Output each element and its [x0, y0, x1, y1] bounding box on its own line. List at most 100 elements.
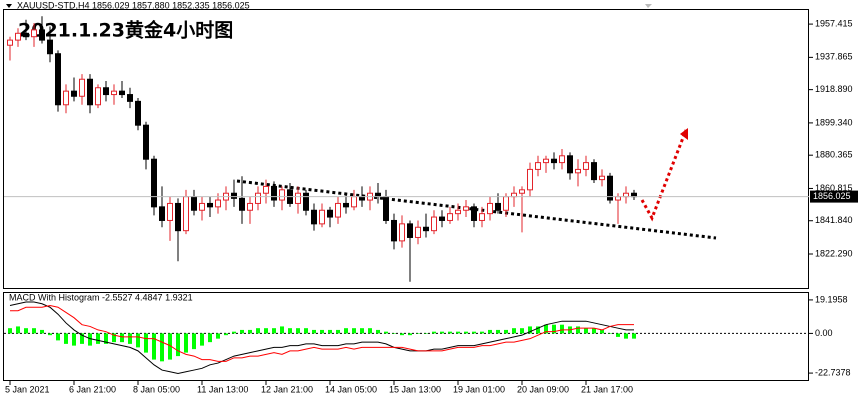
y-tick-label: -22.7378 — [815, 367, 851, 377]
candle-body — [351, 196, 357, 208]
candle-body — [591, 162, 597, 181]
candle-body — [167, 202, 173, 221]
histogram-bar — [512, 328, 516, 334]
histogram-bar — [408, 333, 412, 336]
shift-marker — [645, 4, 652, 8]
candle-body — [599, 175, 605, 181]
candle-body — [159, 206, 165, 221]
macd-header: MACD With Histogram -2.5527 4.4847 1.932… — [9, 292, 193, 302]
histogram-bar — [448, 331, 452, 334]
candle-body — [423, 226, 429, 232]
candle-body — [311, 209, 317, 225]
histogram-bar — [280, 326, 284, 334]
price-panel — [3, 9, 809, 289]
histogram-bar — [288, 328, 292, 334]
histogram-bar — [304, 328, 308, 334]
histogram-bar — [368, 328, 372, 334]
histogram-bar — [24, 328, 28, 334]
x-tick-label: 19 Jan 01:00 — [453, 384, 505, 394]
histogram-bar — [616, 333, 620, 337]
candle-body — [575, 168, 581, 174]
y-tick-label: 1860.815 — [815, 183, 853, 193]
histogram-bar — [112, 333, 116, 343]
candle-body — [71, 90, 77, 97]
candle-body — [87, 78, 93, 106]
candle-body — [503, 196, 509, 211]
histogram-bar — [352, 328, 356, 334]
candle-body — [255, 192, 261, 204]
histogram-bar — [64, 333, 68, 344]
histogram-bar — [176, 333, 180, 357]
y-tick-label: 1841.840 — [815, 215, 853, 225]
x-tick-label: 6 Jan 21:00 — [69, 384, 116, 394]
candle-body — [535, 162, 541, 170]
histogram-bar — [480, 331, 484, 334]
candle-body — [615, 196, 621, 201]
histogram-bar — [200, 333, 204, 346]
histogram-bar — [376, 329, 380, 334]
candle-body — [263, 185, 269, 194]
candle-body — [63, 90, 69, 106]
histogram-bar — [312, 329, 316, 334]
candle-body — [207, 202, 213, 208]
histogram-bar — [488, 329, 492, 334]
macd-panel — [3, 292, 809, 381]
candle-body — [175, 202, 181, 232]
histogram-bar — [520, 328, 524, 334]
histogram-bar — [256, 328, 260, 334]
histogram-bar — [600, 329, 604, 334]
candle-body — [471, 206, 477, 221]
histogram-bar — [224, 333, 228, 336]
x-tick-label: 20 Jan 09:00 — [517, 384, 569, 394]
candle-body — [23, 32, 29, 38]
candle-body — [55, 53, 61, 106]
histogram-bar — [40, 329, 44, 334]
histogram-bar — [168, 333, 172, 360]
candle-body — [543, 158, 549, 164]
candle-body — [111, 90, 117, 96]
candle-body — [327, 209, 333, 218]
x-tick-label: 8 Jan 05:00 — [133, 384, 180, 394]
macd-line — [10, 304, 634, 362]
candle-body — [239, 197, 245, 211]
histogram-bar — [160, 333, 164, 362]
histogram-bar — [392, 333, 396, 334]
candle-body — [199, 202, 205, 211]
histogram-bar — [344, 328, 348, 334]
histogram-bar — [552, 324, 556, 334]
candle-body — [135, 100, 141, 126]
histogram-bar — [16, 326, 20, 334]
chart-title: 2021.1.23黄金4小时图 — [18, 19, 233, 42]
histogram-bar — [384, 331, 388, 334]
candle-body — [463, 206, 469, 211]
histogram-bar — [504, 329, 508, 334]
candle-body — [31, 29, 37, 38]
histogram-bar — [584, 328, 588, 334]
candle-body — [183, 196, 189, 232]
histogram-bar — [528, 326, 532, 334]
histogram-bar — [248, 329, 252, 334]
histogram-bar — [472, 331, 476, 334]
x-tick-label: 11 Jan 13:00 — [197, 384, 248, 394]
histogram-bar — [560, 324, 564, 334]
histogram-bar — [624, 333, 628, 339]
histogram-bar — [120, 333, 124, 343]
histogram-bar — [496, 329, 500, 334]
histogram-bar — [608, 333, 612, 334]
candle-body — [559, 155, 565, 164]
candle-body — [607, 175, 613, 201]
histogram-bar — [416, 333, 420, 334]
macd-line — [9, 301, 634, 375]
candle-body — [495, 202, 501, 211]
x-tick-label: 5 Jan 2021 — [5, 384, 50, 394]
forecast-arrowhead — [680, 128, 688, 140]
candle-body — [127, 94, 133, 102]
candle-body — [551, 158, 557, 164]
candle-body — [7, 39, 13, 46]
forecast-arrow — [640, 129, 688, 222]
histogram-bar — [96, 333, 100, 344]
y-tick-label: 1880.365 — [815, 150, 853, 160]
candle-body — [439, 216, 445, 221]
histogram-bar — [272, 328, 276, 334]
